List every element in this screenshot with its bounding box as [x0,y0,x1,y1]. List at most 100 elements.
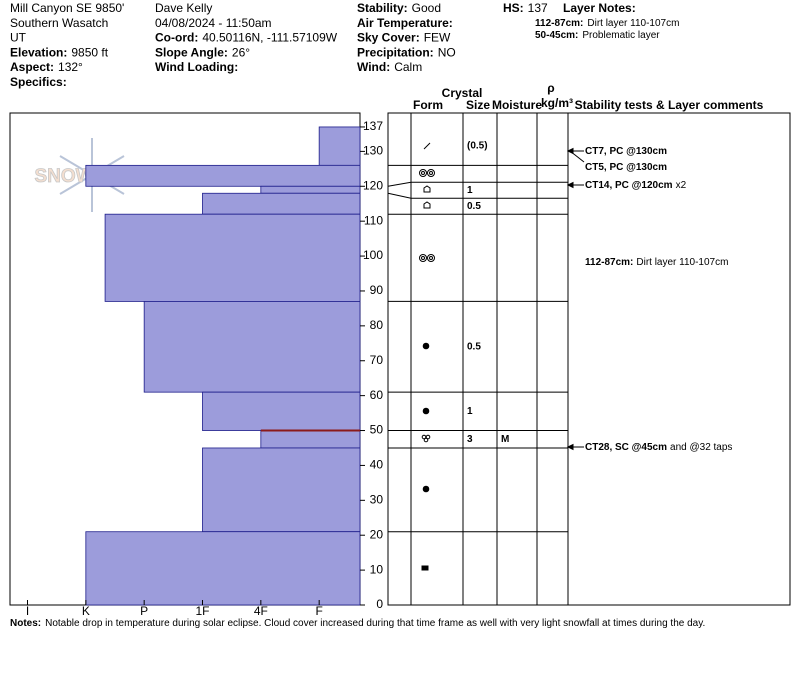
field: Sky Cover: FEW [357,31,451,45]
field-value: Calm [394,60,422,74]
form-icon [423,201,431,209]
field-value: 26° [232,46,250,60]
comment-bold: CT7, PC @130cm [585,146,667,157]
field: Stability: Good [357,1,441,15]
field-label: Aspect: [10,60,54,74]
field-label: Notes: [10,618,41,629]
field-label: Precipitation: [357,46,434,60]
form-icon [429,256,433,260]
col-header: Moisture [492,98,542,112]
depth-tick-label: 137 [363,119,383,133]
comment-bold: CT28, SC @45cm [585,442,667,453]
hardness-tick-label: I [26,604,29,618]
hardness-tick-label: K [82,604,90,618]
col-header: Crystal [442,86,483,100]
form-icon [423,142,431,150]
field: Precipitation: NO [357,46,456,60]
field: Specifics: [10,75,67,89]
depth-tick-label: 40 [370,458,384,472]
field-value: Dirt layer 110-107cm [587,18,679,29]
col-header: Stability tests & Layer comments [575,98,764,112]
hardness-tick-label: F [315,604,322,618]
field: UT [10,31,27,45]
grain-size: 1 [467,185,473,196]
moisture: M [501,434,509,445]
form-icon [422,342,430,350]
layer-comment: 112-87cm: Dirt layer 110-107cm [585,257,728,268]
form-icons [419,142,435,571]
grain-size: 0.5 [467,341,481,352]
comment-text: x2 [676,180,687,191]
depth-tick-label: 10 [370,562,384,576]
col-header: ρ [547,81,554,95]
comment-text: Dirt layer 110-107cm [636,257,728,268]
field-value: 04/08/2024 - 11:50am [155,16,272,30]
form-icon [427,254,435,262]
field: 04/08/2024 - 11:50am [155,16,272,30]
form-icon [419,254,427,262]
form-icon [425,434,431,440]
field: Air Temperature: [357,16,453,30]
field-value: 40.50116N, -111.57109W [202,31,337,45]
hardness-bar [260,430,361,449]
field: Aspect: 132° [10,60,83,74]
field-value: Notable drop in temperature during solar… [45,618,705,629]
depth-tick-label: 50 [370,423,384,437]
field: Slope Angle: 26° [155,46,250,60]
field-value: Dave Kelly [155,1,212,15]
form-icon [421,171,425,175]
arrowhead [566,181,574,189]
field-label: Elevation: [10,46,67,60]
field: Southern Wasatch [10,16,108,30]
hardness-bar [85,164,361,187]
field: Dave Kelly [155,1,212,15]
col-header: Form [413,98,443,112]
depth-tick-label: 130 [363,144,383,158]
layer-comment: CT28, SC @45cm and @32 taps [585,442,732,453]
hardness-bar [202,447,361,533]
field-value: 9850 ft [71,46,108,60]
comment-text: and @32 taps [670,442,732,453]
field: 112-87cm: Dirt layer 110-107cm [535,18,679,29]
field: Wind Loading: [155,60,238,74]
field: Elevation: 9850 ft [10,46,109,60]
field: Mill Canyon SE 9850' [10,1,124,15]
field-value: FEW [424,31,451,45]
hardness-tick-label: 4F [254,604,268,618]
comment-bold: CT14, PC @120cm [585,180,673,191]
arrowhead [566,147,574,155]
hardness-tick-label: P [140,604,148,618]
depth-tick-label: 110 [364,213,383,227]
field-label: Wind Loading: [155,60,238,74]
field-value: 132° [58,60,83,74]
col-header: Size [466,98,490,112]
field-label: Stability: [357,1,408,15]
column-lines [410,113,569,605]
form-icon [429,171,433,175]
depth-tick-label: 100 [363,248,383,262]
depth-tick-label: 120 [363,178,383,192]
hardness-bar [202,391,361,431]
form-icon [423,437,429,443]
field-label: Air Temperature: [357,16,453,30]
col-header: kg/m³ [541,96,573,110]
hardness-bar [260,185,361,194]
field-value: Good [412,1,441,15]
hardness-bar [143,301,361,393]
field: 50-45cm: Problematic layer [535,30,660,41]
form-icon [419,169,427,177]
hardness-bar [202,192,361,215]
hardness-bar [85,531,361,606]
field-label: Slope Angle: [155,46,228,60]
layer-row-line [387,181,568,187]
comment-bold: 112-87cm: [585,257,633,268]
depth-tick-label: 20 [370,527,384,541]
field-value: Southern Wasatch [10,16,108,30]
form-icon [421,565,429,571]
field-value: Problematic layer [582,30,660,41]
field-value: 137 [528,1,548,15]
grain-size: 3 [467,434,473,445]
grain-size: 1 [467,406,473,417]
field: HS: 137 [503,1,548,15]
